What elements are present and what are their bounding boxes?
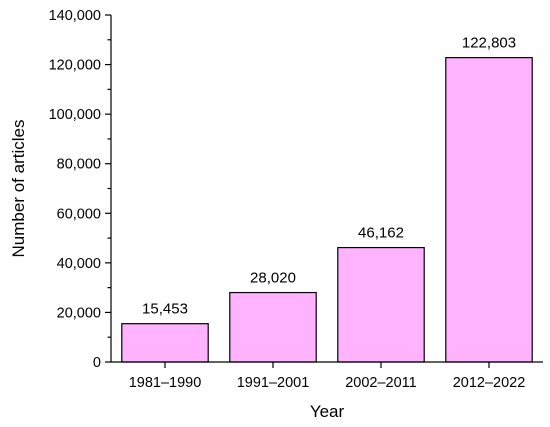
- x-tick-label: 2002–2011: [345, 375, 417, 391]
- bar: [229, 291, 317, 363]
- y-tick-label: 60,000: [57, 206, 101, 222]
- y-tick-label: 20,000: [57, 305, 101, 321]
- y-axis-ticks: 0 20,000 40,000 60,000 80,000 100,000 120,000 1…: [49, 8, 111, 371]
- y-tick-label: 80,000: [57, 157, 101, 173]
- bar-data-label: 46,162: [358, 225, 404, 242]
- y-tick-label: 100,000: [49, 107, 101, 123]
- bar: [445, 57, 533, 363]
- x-tick-label: 1981–1990: [129, 375, 202, 391]
- y-tick-label: 120,000: [49, 58, 101, 74]
- x-tick-label: 1991–2001: [237, 375, 310, 391]
- bar: [121, 323, 209, 363]
- bar-data-label: 15,453: [142, 301, 188, 318]
- y-tick-label: 140,000: [49, 8, 101, 24]
- bar: [337, 246, 425, 363]
- x-axis-title: Year: [310, 402, 345, 421]
- data-labels: 15,453 28,020 46,162 122,803: [142, 35, 516, 318]
- bar-data-label: 122,803: [462, 35, 516, 52]
- bar-data-label: 28,020: [250, 270, 296, 287]
- y-tick-label: 40,000: [57, 256, 101, 272]
- x-tick-label: 2012–2022: [453, 375, 526, 391]
- axis-lines: [110, 15, 543, 363]
- bars: [121, 57, 533, 363]
- x-axis-ticks: 1981–1990 1991–2001 2002–2011 2012–2022: [129, 362, 526, 391]
- y-tick-label: 0: [93, 355, 101, 371]
- y-axis-title: Number of articles: [9, 120, 28, 258]
